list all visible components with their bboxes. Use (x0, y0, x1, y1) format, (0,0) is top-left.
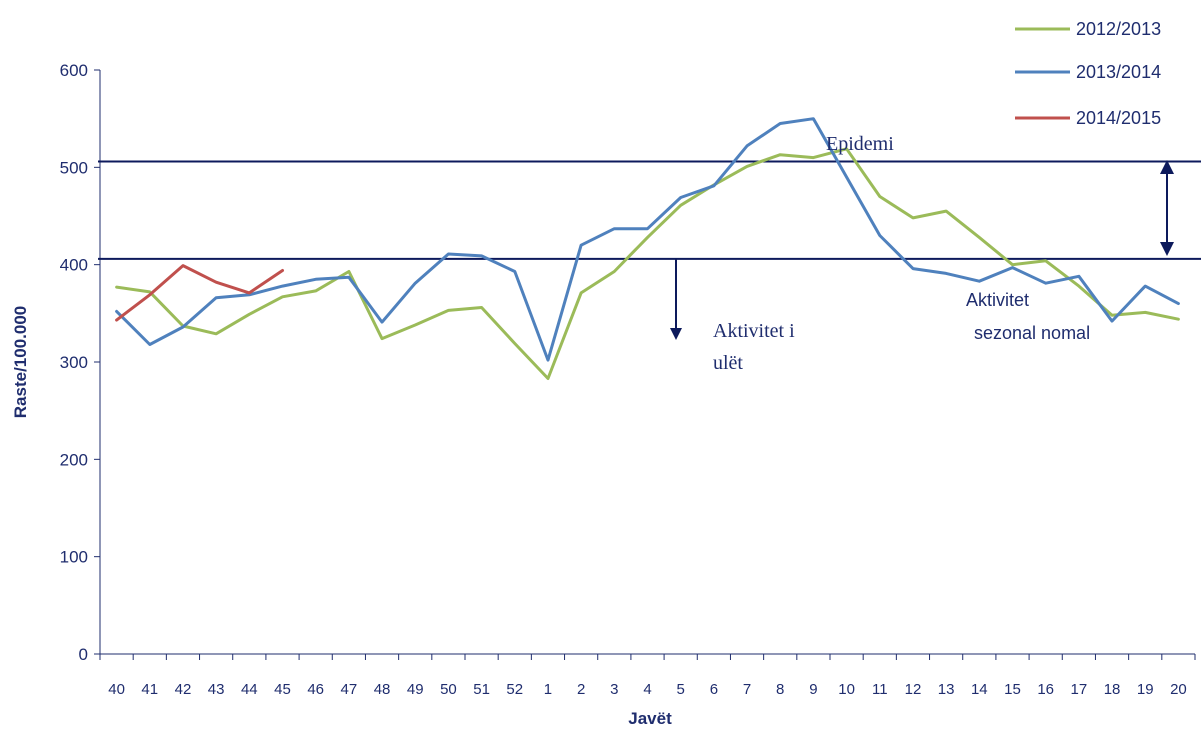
x-tick-label: 14 (971, 681, 988, 698)
x-tick-label: 15 (1004, 681, 1021, 698)
x-tick-label: 6 (710, 681, 718, 698)
x-tick-label: 8 (776, 681, 784, 698)
epidemic-annotation: Epidemi (826, 133, 894, 155)
x-axis-ticks: 40 41 42 43 44 45 46 47 48 49 50 51 52 1 2 3 4 5 6 7 8 9 10 11 1… (99, 654, 1196, 698)
legend-item-2013-2014: 2013/2014 (1015, 62, 1161, 82)
x-tick-label: 13 (938, 681, 955, 698)
y-tick-label: 500 (60, 158, 88, 177)
legend: 2012/2013 2013/2014 2014/2015 (1015, 19, 1161, 128)
x-tick-label: 3 (610, 681, 618, 698)
x-tick-label: 11 (872, 681, 888, 698)
x-tick-label: 41 (141, 681, 158, 698)
legend-item-2014-2015: 2014/2015 (1015, 108, 1161, 128)
x-tick-label: 16 (1037, 681, 1054, 698)
x-tick-label: 4 (643, 681, 651, 698)
x-tick-label: 48 (374, 681, 391, 698)
x-tick-label: 51 (473, 681, 490, 698)
x-tick-label: 2 (577, 681, 585, 698)
low-activity-annotation-line2: ulët (713, 352, 743, 374)
y-tick-label: 300 (60, 353, 88, 372)
seasonal-annotation-line2: sezonal nomal (974, 323, 1090, 343)
x-tick-label: 44 (241, 681, 258, 698)
series-line-2013-2014 (115, 117, 1180, 362)
x-tick-label: 12 (905, 681, 922, 698)
seasonal-annotation-line1: Aktivitet (966, 290, 1029, 310)
y-axis-ticks: 0 100 200 300 400 500 600 (60, 61, 100, 664)
seasonal-range-arrow (1160, 160, 1174, 256)
series-line-2014-2015 (115, 264, 284, 322)
x-tick-label: 49 (407, 681, 424, 698)
x-tick-label: 17 (1071, 681, 1088, 698)
low-activity-annotation-line1: Aktivitet i (713, 320, 795, 342)
legend-label: 2012/2013 (1076, 19, 1161, 39)
legend-item-2012-2013: 2012/2013 (1015, 19, 1161, 39)
low-activity-arrow (670, 258, 682, 340)
y-tick-label: 0 (79, 645, 88, 664)
legend-label: 2014/2015 (1076, 108, 1161, 128)
y-tick-label: 100 (60, 548, 88, 567)
x-tick-label: 9 (809, 681, 817, 698)
x-tick-label: 1 (544, 681, 552, 698)
y-tick-label: 200 (60, 450, 88, 469)
x-tick-label: 46 (307, 681, 324, 698)
x-tick-label: 40 (108, 681, 125, 698)
x-tick-label: 5 (677, 681, 685, 698)
y-tick-label: 600 (60, 61, 88, 80)
threshold-lines (98, 160, 1201, 260)
x-tick-label: 42 (175, 681, 192, 698)
y-tick-label: 400 (60, 256, 88, 275)
series-lines (115, 117, 1180, 380)
x-axis-title: Javët (628, 709, 672, 728)
x-tick-label: 45 (274, 681, 291, 698)
legend-label: 2013/2014 (1076, 62, 1161, 82)
x-tick-label: 7 (743, 681, 751, 698)
series-line-2012-2013 (115, 147, 1180, 380)
x-tick-label: 19 (1137, 681, 1154, 698)
x-tick-label: 43 (208, 681, 225, 698)
x-tick-label: 18 (1104, 681, 1121, 698)
x-tick-label: 52 (506, 681, 523, 698)
x-tick-label: 50 (440, 681, 457, 698)
y-axis-title: Raste/100.000 (11, 306, 30, 418)
x-tick-label: 47 (341, 681, 358, 698)
x-tick-label: 20 (1170, 681, 1187, 698)
x-tick-label: 10 (838, 681, 855, 698)
